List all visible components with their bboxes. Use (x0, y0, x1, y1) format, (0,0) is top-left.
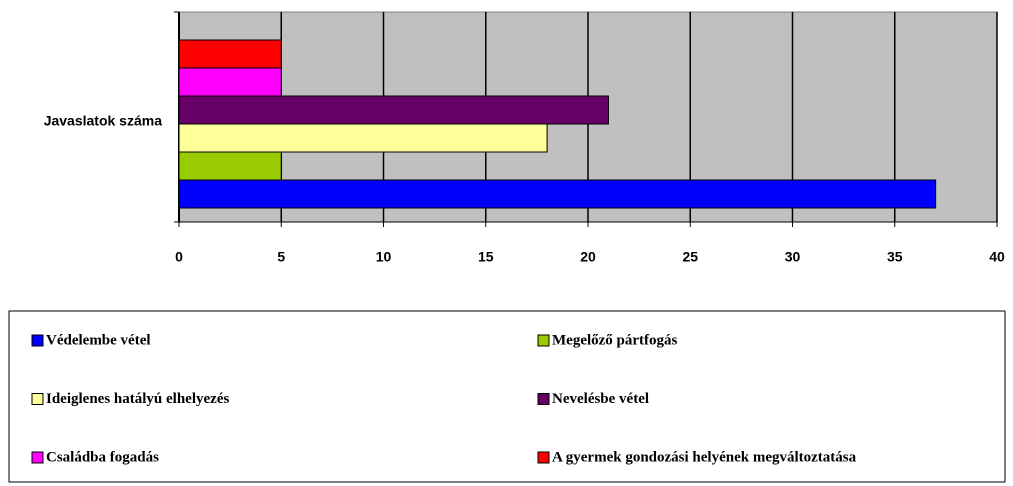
bar (178, 39, 282, 69)
x-tick-label: 25 (682, 249, 698, 265)
legend-swatch (537, 393, 550, 405)
legend-label: A gyermek gondozási helyének megváltozta… (552, 449, 857, 465)
x-tick-label: 15 (478, 249, 494, 265)
bar (178, 95, 609, 125)
bar (178, 123, 548, 153)
bar (178, 179, 937, 209)
x-tick-label: 35 (887, 249, 903, 265)
bar (178, 151, 282, 181)
legend-swatch (31, 334, 44, 347)
legend-swatch (31, 451, 44, 464)
x-tick-label: 30 (785, 249, 801, 265)
legend-swatch (31, 393, 44, 405)
legend-box (8, 310, 1006, 483)
legend-label: Ideiglenes hatályú elhelyezés (46, 391, 229, 407)
x-tick-label: 5 (277, 249, 285, 265)
bar (178, 67, 282, 97)
legend-swatch (537, 451, 550, 464)
legend-label: Megelőző pártfogás (552, 332, 678, 348)
legend-label: Nevelésbe vétel (552, 391, 649, 407)
legend-label: Védelembe vétel (46, 332, 151, 348)
x-tick-label: 0 (175, 249, 183, 265)
x-tick-label: 10 (376, 249, 392, 265)
y-tick-label: Javaslatok száma (44, 113, 163, 129)
legend-swatch (537, 334, 550, 347)
x-tick-label: 20 (580, 249, 596, 265)
x-tick-label: 40 (989, 249, 1005, 265)
legend-label: Családba fogadás (46, 449, 159, 465)
